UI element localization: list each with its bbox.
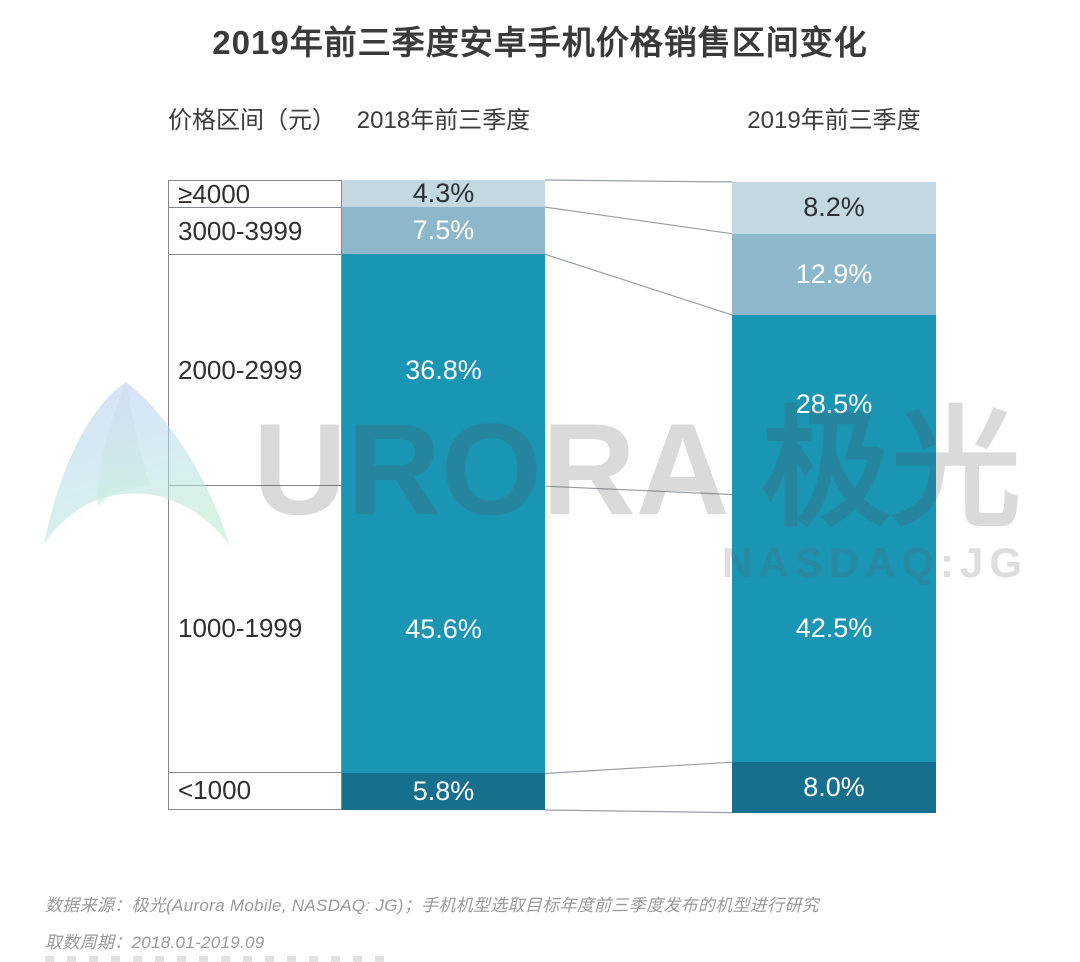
segment-value-label: 7.5% <box>412 215 475 246</box>
stacked-bar-2018: 4.3% 7.5% 36.8% 45.6% 5.8% <box>342 180 545 810</box>
price-range-table: ≥4000 3000-3999 2000-2999 1000-1999 <1000 <box>168 179 342 810</box>
bar-segment: 12.9% <box>732 233 936 315</box>
bar-segment: 36.8% <box>342 254 545 487</box>
connector-line <box>544 179 733 183</box>
price-range-row: ≥4000 <box>169 179 341 209</box>
bar-segment: 28.5% <box>732 314 936 495</box>
bar-segment: 45.6% <box>342 486 545 774</box>
segment-value-label: 4.3% <box>412 178 475 209</box>
segment-value-label: 42.5% <box>795 612 873 643</box>
connector-line <box>544 253 733 316</box>
connector-line <box>544 761 733 775</box>
bar-segment: 42.5% <box>732 494 936 763</box>
price-range-row: 3000-3999 <box>169 208 341 256</box>
segment-value-label: 36.8% <box>405 354 482 385</box>
bar-segment: 8.2% <box>732 182 936 234</box>
segment-value-label: 28.5% <box>795 389 873 420</box>
segment-value-label: 5.8% <box>412 776 475 807</box>
segment-value-label: 45.6% <box>405 614 482 645</box>
connector-line <box>544 485 733 496</box>
bar-segment: 4.3% <box>342 178 545 209</box>
source-note: 数据来源：极光(Aurora Mobile, NASDAQ: JG)；手机机型选… <box>45 896 819 915</box>
connector-line <box>544 809 733 814</box>
bar-segment: 7.5% <box>342 207 545 255</box>
segment-value-label: 8.0% <box>803 771 865 802</box>
column-header-2019: 2019年前三季度 <box>747 107 921 134</box>
segment-value-label: 12.9% <box>795 258 873 289</box>
segment-value-label: 8.2% <box>803 192 865 223</box>
bar-segment: 8.0% <box>732 762 936 813</box>
period-note: 取数周期：2018.01-2019.09 <box>45 933 265 952</box>
cropped-text-sliver <box>45 956 390 962</box>
stacked-bar-2019: 8.2% 12.9% 28.5% 42.5% 8.0% <box>732 182 936 813</box>
column-header-2018: 2018年前三季度 <box>356 107 531 134</box>
connector-line <box>544 206 733 235</box>
price-range-row: <1000 <box>178 775 252 806</box>
price-range-column-header: 价格区间（元） <box>168 107 336 134</box>
bar-segment: 5.8% <box>342 773 545 810</box>
page-title: 2019年前三季度安卓手机价格销售区间变化 <box>212 24 868 61</box>
price-range-row: 1000-1999 <box>169 486 341 773</box>
price-range-row: 2000-2999 <box>169 255 341 487</box>
